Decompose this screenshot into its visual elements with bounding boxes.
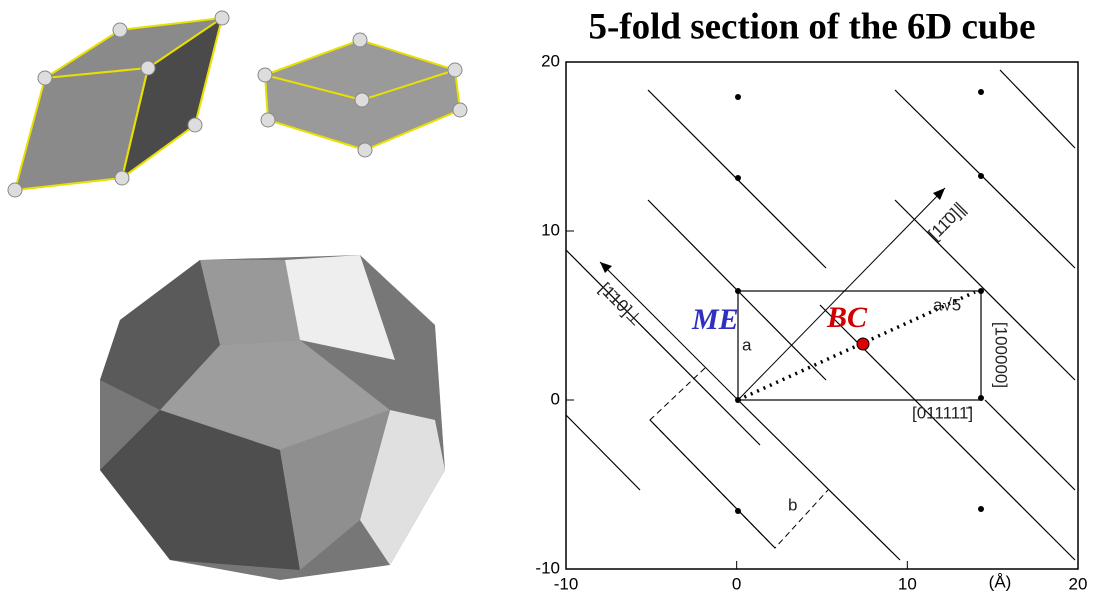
v011111-label: [011111̄] [912,403,973,422]
lattice-point [978,288,984,294]
title: 5-fold section of the 6D cube [588,6,1035,47]
lattice-line [894,199,1076,381]
a-label: a [742,335,752,354]
arrow [600,262,612,273]
arrow [933,188,945,200]
lattice-line [999,69,1076,149]
lattice-point [735,94,741,100]
y-tick-label: 0 [551,389,560,408]
par-label: [11̄0]∥ [925,199,970,244]
lattice-point [978,506,984,512]
lattice-line [565,249,761,446]
plot: -10 0 10 20 -10 0 10 20 ME BC a a√5 b [100000] [011111… [535,51,1087,593]
diagonal [737,290,976,402]
lattice-line [894,89,1076,269]
x-tick-label: 0 [732,574,741,593]
x-tick-label: 20 [1069,574,1088,593]
lattice-point [978,395,984,401]
lattice-point [735,288,741,294]
b-dash [649,367,829,549]
x-tick-label: -10 [554,574,579,593]
frame [565,61,1079,570]
axis-par [737,187,946,401]
x-tick-label: 10 [898,574,917,593]
lattice-point [735,508,741,514]
unit-cell [737,290,982,401]
b-label: b [788,495,797,514]
perp-label: [1̄10]⊥ [595,279,646,330]
lattice-line [737,399,901,561]
bc-label: BC [826,301,868,334]
rhombohedron-oblate [257,32,468,158]
lattice-point [735,175,741,181]
y-tick-label: 20 [541,51,560,70]
lattice-line [984,399,1076,491]
v100000-label: [100000] [992,322,1011,388]
triacontahedron [100,255,445,580]
y-tick-label: -10 [535,558,560,577]
bc-point [856,337,870,351]
rhombohedron-prolate [7,10,230,198]
lattice-point [978,173,984,179]
a5-label: a√5 [933,295,961,314]
lattice-point [735,397,741,403]
me-label: ME [691,303,739,336]
lattice-point [978,89,984,95]
unit-label: (Å) [989,572,1012,591]
lattice-line [565,414,641,491]
y-tick-label: 10 [541,220,560,239]
axis-perp [599,261,739,401]
